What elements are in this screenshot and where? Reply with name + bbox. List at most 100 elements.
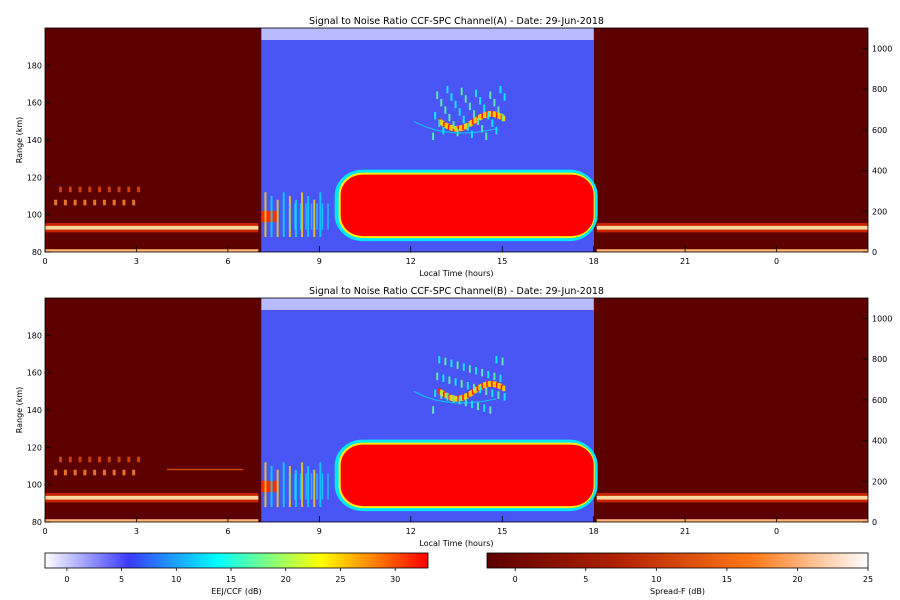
upper-echo-scatter xyxy=(497,391,500,399)
y-tick-label: 120 xyxy=(27,173,42,182)
morning-echo xyxy=(294,473,296,500)
colorbar-label: EEJ/CCF (dB) xyxy=(211,587,261,596)
upper-echo-trace xyxy=(413,390,497,404)
morning-echo xyxy=(282,462,285,508)
upper-echo xyxy=(500,384,504,391)
morning-echo xyxy=(264,462,267,508)
right-y-tick-label: 1000 xyxy=(872,314,892,323)
day-top-band xyxy=(261,298,594,310)
upper-echo-scatter xyxy=(452,395,455,403)
spread-f-core xyxy=(45,495,259,500)
morning-echo xyxy=(313,199,316,238)
night-plume xyxy=(127,456,131,463)
bottom-echo xyxy=(45,519,259,522)
upper-echo xyxy=(449,124,453,131)
spread-f-core xyxy=(596,225,868,230)
y-tick-label: 160 xyxy=(27,99,42,108)
upper-echo xyxy=(468,391,472,397)
upper-echo-scatter xyxy=(481,368,484,377)
night-plume xyxy=(137,186,141,193)
y-tick-label: 80 xyxy=(32,248,42,257)
x-tick-label: 12 xyxy=(406,527,416,536)
upper-echo xyxy=(451,395,455,402)
upper-echo xyxy=(487,381,491,387)
night-plume xyxy=(112,469,116,476)
right-y-tick-label: 600 xyxy=(872,126,887,135)
upper-echo-scatter xyxy=(452,121,455,129)
upper-echo-scatter xyxy=(438,119,441,127)
upper-echo-scatter xyxy=(487,112,490,120)
upper-echo xyxy=(454,125,458,132)
morning-echo xyxy=(282,192,285,238)
colorbar-tick-label: 5 xyxy=(119,575,124,584)
x-tick-label: 0 xyxy=(42,257,47,266)
upper-echo-scatter xyxy=(466,123,469,131)
right-y-tick-label: 0 xyxy=(872,248,877,257)
morning-streak xyxy=(261,210,277,223)
upper-echo-scatter xyxy=(456,361,459,369)
x-tick-label: 9 xyxy=(317,257,322,266)
upper-echo-scatter xyxy=(487,370,490,379)
night-plume xyxy=(137,456,141,463)
upper-echo xyxy=(494,381,498,388)
morning-echo xyxy=(327,203,329,230)
colorbar-tick-label: 10 xyxy=(171,575,181,584)
upper-echo xyxy=(446,123,450,130)
upper-echo-scatter xyxy=(483,104,486,112)
x-tick-label: 21 xyxy=(680,527,690,536)
morning-echo xyxy=(294,469,297,508)
right-y-tick-label: 400 xyxy=(872,167,887,176)
upper-echo xyxy=(497,112,501,119)
x-tick-label: 3 xyxy=(134,527,139,536)
chart-title: Signal to Noise Ratio CCF-SPC Channel(B)… xyxy=(309,286,604,297)
upper-echo xyxy=(499,383,503,390)
morning-echo xyxy=(299,203,302,230)
colorbar-gradient xyxy=(486,552,869,569)
morning-echo xyxy=(288,473,291,500)
upper-echo-scatter xyxy=(434,112,437,120)
y-tick-label: 140 xyxy=(27,406,42,415)
eej-core xyxy=(340,174,594,237)
upper-echo-scatter xyxy=(442,126,445,135)
upper-echo-scatter xyxy=(472,110,475,118)
upper-echo xyxy=(495,112,499,118)
morning-echo xyxy=(321,203,324,230)
upper-echo xyxy=(443,121,447,128)
upper-echo-scatter xyxy=(479,385,482,394)
upper-echo xyxy=(492,381,496,387)
x-tick-label: 0 xyxy=(774,527,779,536)
night-region xyxy=(45,28,262,252)
upper-echo-scatter xyxy=(444,357,447,366)
upper-echo-scatter xyxy=(444,106,447,114)
upper-echo-scatter xyxy=(450,93,453,101)
upper-echo-scatter xyxy=(499,374,502,382)
upper-echo xyxy=(444,122,448,129)
x-tick-label: 0 xyxy=(774,257,779,266)
upper-echo-scatter xyxy=(446,85,449,94)
upper-echo-scatter xyxy=(454,378,457,386)
y-tick-label: 120 xyxy=(27,443,42,452)
night-plume xyxy=(54,469,58,476)
upper-echo xyxy=(463,123,467,130)
upper-echo xyxy=(484,111,488,118)
morning-echo xyxy=(294,203,296,230)
night-plume xyxy=(54,199,58,206)
morning-echo xyxy=(264,192,267,238)
y-tick-label: 180 xyxy=(27,331,42,340)
night-plume xyxy=(68,186,72,193)
upper-echo xyxy=(444,392,448,399)
upper-echo xyxy=(473,117,477,124)
upper-echo xyxy=(449,394,453,401)
upper-echo-scatter xyxy=(462,363,465,371)
night-plume xyxy=(102,199,106,206)
upper-echo xyxy=(447,124,451,130)
night-plume xyxy=(78,186,82,193)
night-plume xyxy=(83,469,87,476)
upper-echo-scatter xyxy=(495,355,498,364)
upper-echo xyxy=(489,381,493,387)
upper-echo-scatter xyxy=(432,406,435,414)
upper-echo-trace xyxy=(413,120,497,134)
upper-echo xyxy=(497,382,501,389)
upper-echo-scatter xyxy=(454,100,457,109)
colorbar-tick-label: 25 xyxy=(863,575,873,584)
